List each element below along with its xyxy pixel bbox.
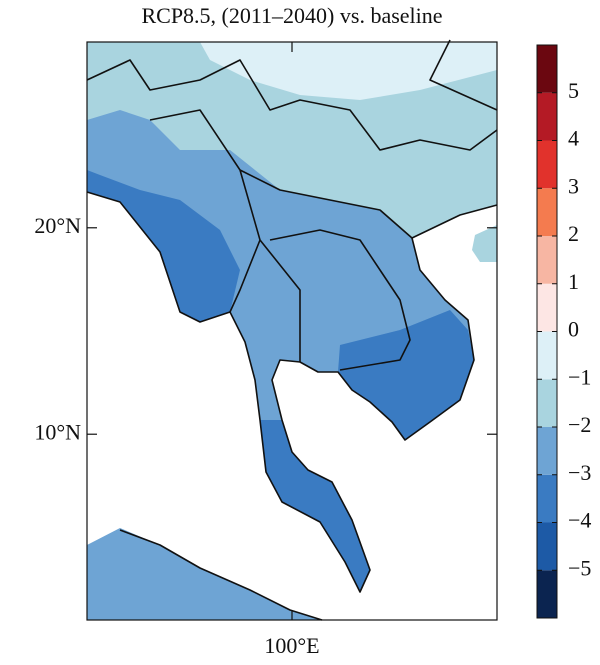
- sumatra: [87, 528, 322, 620]
- colorbar-tick-label: −5: [568, 555, 591, 580]
- colorbar-tick-label: 1: [568, 269, 579, 294]
- colorbar-bin: [537, 283, 557, 332]
- colorbar-bin: [537, 379, 557, 427]
- colorbar-bin: [537, 427, 557, 475]
- map-title: RCP8.5, (2011–2040) vs. baseline: [141, 3, 442, 28]
- border: [119, 39, 498, 621]
- y-tick-label: 10°N: [34, 419, 81, 444]
- colorbar-bin: [537, 188, 557, 236]
- colorbar-bin: [537, 140, 557, 189]
- colorbar-tick-label: 0: [568, 317, 579, 342]
- colorbar-tick-label: −1: [568, 364, 591, 389]
- south-dark: [338, 310, 474, 440]
- colorbar-tick-label: −4: [568, 508, 591, 533]
- colorbar-bin: [537, 236, 557, 284]
- colorbar-tick-label: 4: [568, 126, 579, 151]
- y-tick-label: 20°N: [34, 213, 81, 238]
- colorbar-bin: [537, 331, 557, 380]
- colorbar-bin: [537, 474, 557, 523]
- colorbar-tick-label: −2: [568, 412, 591, 437]
- colorbar-tick-label: −3: [568, 460, 591, 485]
- border: [86, 59, 498, 151]
- x-tick-label: 100°E: [264, 633, 319, 658]
- colorbar-bin: [537, 92, 557, 141]
- borders: [86, 39, 498, 621]
- map-land: [87, 42, 497, 620]
- colorbar-tick-label: 2: [568, 221, 579, 246]
- colorbar-bin: [537, 45, 557, 93]
- colorbar-tick-label: 5: [568, 78, 579, 103]
- north-lightest: [200, 42, 497, 100]
- border: [149, 109, 413, 371]
- colorbar-bin: [537, 522, 557, 571]
- peninsula-dark: [260, 420, 370, 592]
- coastline: [86, 191, 498, 593]
- colorbar-bin: [537, 570, 557, 618]
- hainan: [472, 225, 497, 262]
- colorbar-tick-label: 3: [568, 173, 579, 198]
